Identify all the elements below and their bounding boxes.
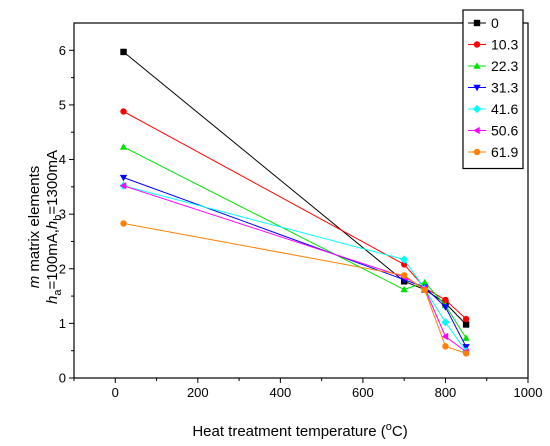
- data-point: [441, 304, 450, 311]
- data-point: [400, 285, 408, 293]
- legend-label: 0: [491, 15, 499, 31]
- legend-label: 61.9: [491, 144, 518, 160]
- axes: 0 200 400 600 800 1000 0 1 2 3 4 5 6: [59, 22, 543, 400]
- legend-item: 22.3: [468, 58, 518, 74]
- data-point: [400, 261, 408, 268]
- legend-label: 41.6: [491, 101, 518, 117]
- legend: 0 10.3 22.3 31.3 41.6 50.6 61.9: [462, 9, 524, 170]
- data-point: [442, 296, 449, 304]
- y-axis-title-line1: m matrix elements: [26, 166, 43, 289]
- x-tick-label: 1000: [514, 385, 543, 400]
- legend-item: 31.3: [468, 80, 518, 96]
- data-point: [421, 278, 429, 286]
- y-axis-title-line2: ha=100mA,hb=1300mA: [44, 150, 64, 304]
- y-tick-label: 2: [59, 261, 66, 276]
- legend-marker: [473, 126, 480, 135]
- x-tick-label: 800: [435, 385, 457, 400]
- data-point: [442, 343, 449, 350]
- legend-marker: [473, 19, 481, 27]
- x-tick-label: 400: [270, 385, 292, 400]
- data-point: [421, 286, 429, 294]
- legend-item: 61.9: [468, 144, 518, 160]
- data-point: [119, 174, 128, 182]
- data-point: [120, 48, 127, 56]
- data-point: [462, 321, 470, 328]
- data-point: [462, 315, 470, 323]
- legend-marker: [473, 148, 481, 156]
- legend-label: 31.3: [491, 80, 518, 96]
- data-point: [119, 143, 128, 150]
- data-point: [120, 108, 127, 115]
- series-22.3: [119, 143, 470, 341]
- x-axis-title: Heat treatment temperature (oC): [192, 421, 407, 440]
- series-61.9: [120, 220, 470, 357]
- x-tick-label: 0: [112, 385, 119, 400]
- legend-item: 10.3: [468, 37, 518, 53]
- legend-label: 10.3: [491, 37, 518, 53]
- legend-item: 0: [468, 15, 499, 31]
- legend-label: 50.6: [491, 123, 518, 139]
- data-point: [462, 334, 470, 341]
- data-point: [441, 332, 449, 341]
- y-tick-label: 4: [59, 152, 66, 167]
- x-tick-label: 200: [187, 385, 209, 400]
- y-axis-title: m matrix elements ha=100mA,hb=1300mA: [26, 150, 64, 304]
- y-tick-label: 3: [59, 207, 66, 222]
- legend-item: 50.6: [468, 123, 518, 139]
- x-tick-label: 600: [352, 385, 374, 400]
- data-point: [119, 182, 127, 190]
- legend-item: 41.6: [468, 101, 518, 117]
- data-point: [462, 350, 470, 357]
- y-tick-label: 0: [59, 371, 66, 386]
- plot-area: [119, 48, 471, 357]
- data-point: [400, 272, 408, 279]
- data-point: [120, 220, 127, 227]
- legend-marker: [473, 62, 481, 69]
- legend-label: 22.3: [491, 58, 518, 74]
- y-tick-label: 1: [59, 316, 66, 331]
- y-tick-label: 5: [59, 97, 66, 112]
- data-point: [441, 318, 450, 327]
- legend-marker: [472, 104, 482, 114]
- data-point: [400, 255, 409, 264]
- y-tick-label: 6: [59, 43, 66, 58]
- legend-marker: [473, 41, 481, 48]
- legend-marker: [473, 84, 481, 92]
- plot-frame: [73, 22, 529, 379]
- legend-box: [462, 9, 524, 170]
